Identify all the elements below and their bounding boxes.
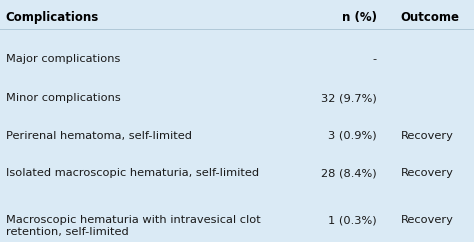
Text: -: - bbox=[373, 54, 377, 64]
Text: Complications: Complications bbox=[6, 11, 99, 24]
Text: Major complications: Major complications bbox=[6, 54, 120, 64]
Text: Outcome: Outcome bbox=[401, 11, 459, 24]
Text: Recovery: Recovery bbox=[401, 215, 454, 225]
Text: 32 (9.7%): 32 (9.7%) bbox=[321, 93, 377, 103]
Text: Perirenal hematoma, self-limited: Perirenal hematoma, self-limited bbox=[6, 131, 191, 141]
Text: n (%): n (%) bbox=[342, 11, 377, 24]
Text: 28 (8.4%): 28 (8.4%) bbox=[321, 168, 377, 178]
Text: Macroscopic hematuria with intravesical clot
retention, self-limited: Macroscopic hematuria with intravesical … bbox=[6, 215, 260, 237]
Text: Isolated macroscopic hematuria, self-limited: Isolated macroscopic hematuria, self-lim… bbox=[6, 168, 259, 178]
Text: Recovery: Recovery bbox=[401, 131, 454, 141]
Text: Minor complications: Minor complications bbox=[6, 93, 120, 103]
Text: 1 (0.3%): 1 (0.3%) bbox=[328, 215, 377, 225]
Text: Recovery: Recovery bbox=[401, 168, 454, 178]
Text: 3 (0.9%): 3 (0.9%) bbox=[328, 131, 377, 141]
